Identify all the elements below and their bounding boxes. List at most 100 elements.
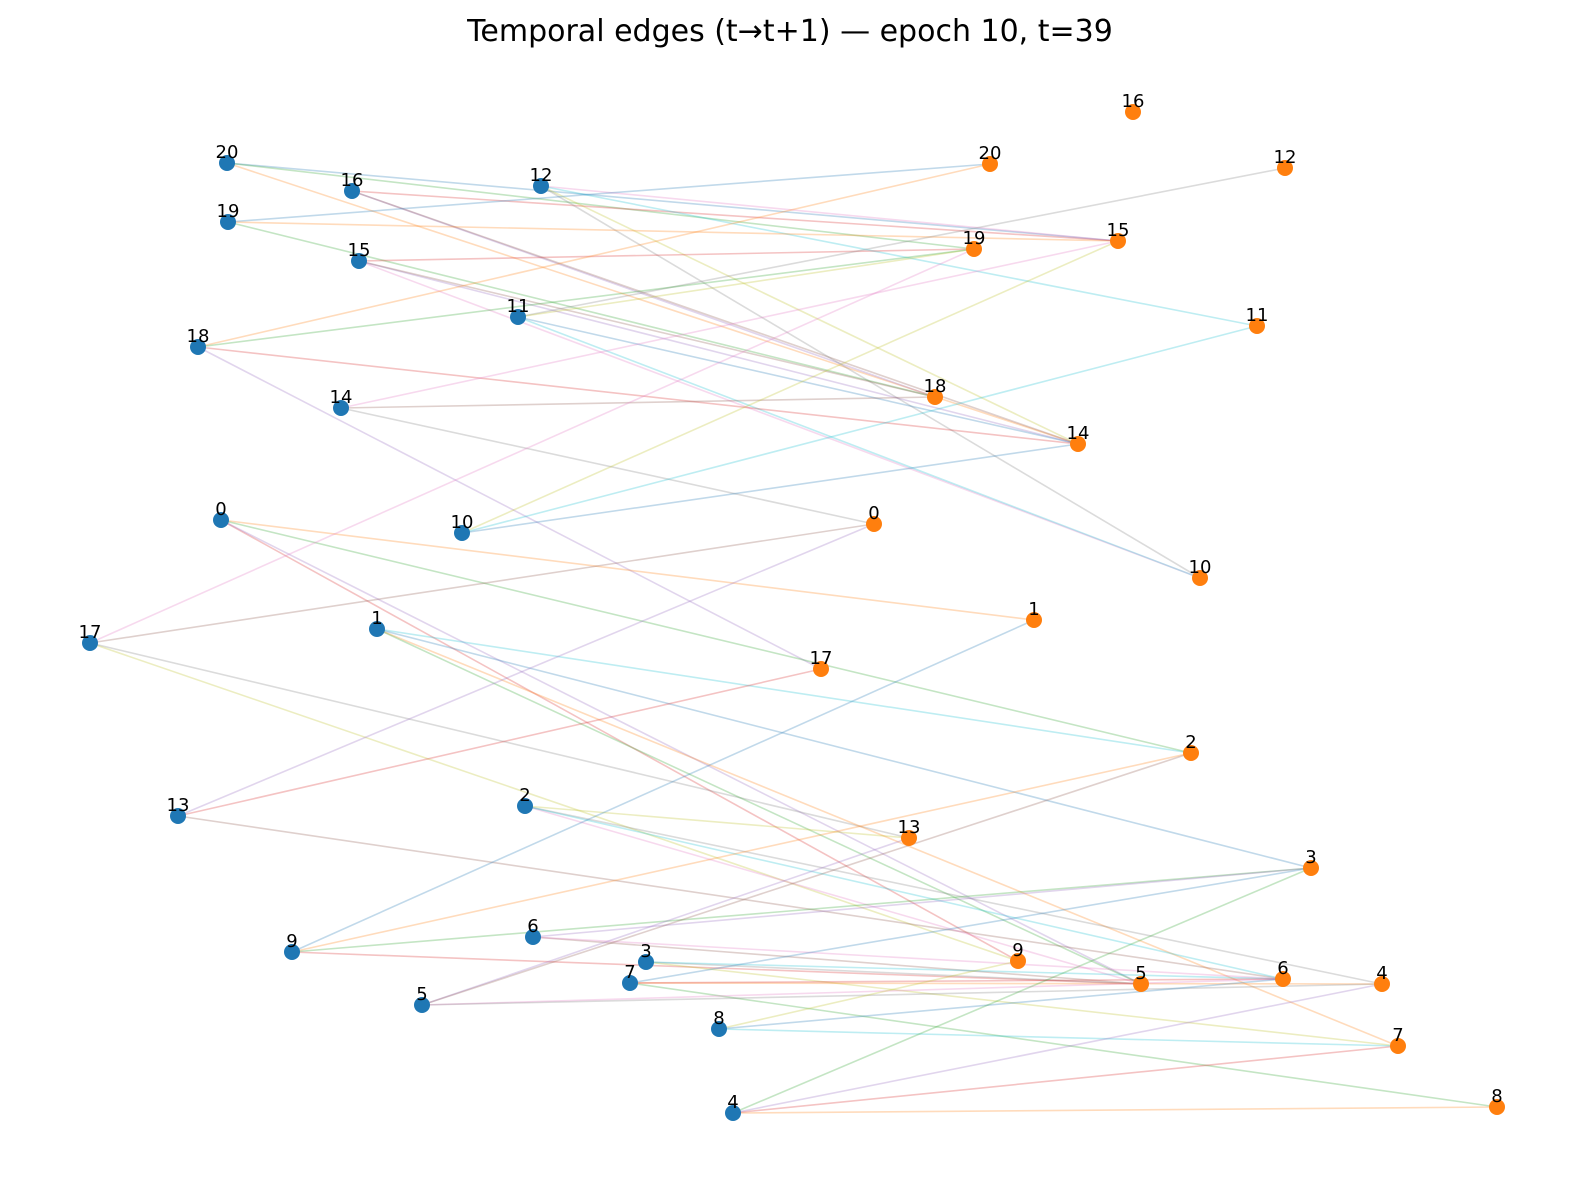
edge-11-to-12 xyxy=(517,167,1286,318)
edge-18-to-19 xyxy=(197,248,975,348)
source-node-label-6: 6 xyxy=(527,916,538,937)
source-node-15 xyxy=(351,253,367,269)
source-node-9 xyxy=(284,944,300,960)
source-node-label-14: 14 xyxy=(330,387,353,408)
edge-6-to-6 xyxy=(532,936,1284,980)
source-node-6 xyxy=(525,929,541,945)
edge-layer xyxy=(89,162,1498,1114)
edge-9-to-2 xyxy=(291,752,1192,953)
edge-10-to-11 xyxy=(461,325,1258,534)
target-node-16 xyxy=(1125,104,1141,120)
target-node-20 xyxy=(982,156,998,172)
target-node-label-9: 9 xyxy=(1012,940,1023,961)
source-node-label-1: 1 xyxy=(371,608,382,629)
edge-13-to-17 xyxy=(177,668,822,817)
edge-7-to-6 xyxy=(629,978,1284,984)
target-node-label-20: 20 xyxy=(979,143,1002,164)
source-node-1 xyxy=(369,621,385,637)
edge-11-to-19 xyxy=(517,248,975,318)
edge-14-to-18 xyxy=(340,396,936,409)
target-node-11 xyxy=(1249,318,1265,334)
target-node-label-14: 14 xyxy=(1067,423,1090,444)
edge-8-to-7 xyxy=(718,1028,1399,1047)
source-node-17 xyxy=(82,635,98,651)
edge-10-to-15 xyxy=(461,240,1119,534)
target-node-2 xyxy=(1183,745,1199,761)
edge-6-to-3 xyxy=(532,867,1312,938)
source-node-2 xyxy=(517,798,533,814)
edge-1-to-5 xyxy=(376,628,1142,985)
edge-0-to-2 xyxy=(220,519,1192,754)
edge-18-to-20 xyxy=(197,163,991,348)
source-node-label-18: 18 xyxy=(187,326,210,347)
target-node-label-19: 19 xyxy=(963,228,986,249)
edge-13-to-6 xyxy=(177,815,1284,980)
edge-15-to-19 xyxy=(358,248,975,262)
edge-14-to-0 xyxy=(340,407,875,525)
source-node-label-8: 8 xyxy=(713,1008,724,1029)
edge-5-to-4 xyxy=(421,983,1383,1006)
edge-16-to-14 xyxy=(351,190,1079,445)
source-node-8 xyxy=(711,1021,727,1037)
source-node-label-16: 16 xyxy=(341,170,364,191)
edge-8-to-9 xyxy=(718,960,1019,1030)
chart-title: Temporal edges (t→t+1) — epoch 10, t=39 xyxy=(467,14,1113,49)
target-node-label-6: 6 xyxy=(1277,958,1288,979)
source-node-label-11: 11 xyxy=(507,296,530,317)
target-node-12 xyxy=(1277,160,1293,176)
source-node-label-20: 20 xyxy=(216,142,239,163)
edge-0-to-9 xyxy=(220,519,1019,962)
edge-0-to-5 xyxy=(220,519,1142,985)
edge-20-to-19 xyxy=(226,162,975,250)
edge-7-to-8 xyxy=(629,982,1498,1108)
target-node-18 xyxy=(927,389,943,405)
source-node-7 xyxy=(622,975,638,991)
edge-9-to-3 xyxy=(291,867,1312,953)
target-node-label-13: 13 xyxy=(898,817,921,838)
edge-3-to-7 xyxy=(645,961,1399,1047)
edge-11-to-10 xyxy=(517,316,1201,579)
target-node-6 xyxy=(1275,971,1291,987)
edge-10-to-14 xyxy=(461,443,1079,534)
target-node-label-18: 18 xyxy=(924,376,947,397)
source-node-label-0: 0 xyxy=(215,499,226,520)
edge-4-to-3 xyxy=(732,867,1312,1114)
edge-14-to-15 xyxy=(340,240,1119,409)
target-node-label-0: 0 xyxy=(868,503,879,524)
source-node-label-4: 4 xyxy=(727,1092,738,1113)
source-node-12 xyxy=(533,178,549,194)
source-node-19 xyxy=(220,214,236,230)
edge-20-to-15 xyxy=(226,162,1119,242)
target-node-label-11: 11 xyxy=(1246,305,1269,326)
target-node-8 xyxy=(1489,1099,1505,1115)
edge-12-to-15 xyxy=(540,185,1119,242)
edge-7-to-4 xyxy=(629,982,1383,985)
target-node-7 xyxy=(1390,1038,1406,1054)
target-node-label-3: 3 xyxy=(1305,847,1316,868)
target-node-17 xyxy=(813,661,829,677)
source-node-label-17: 17 xyxy=(79,622,102,643)
edge-9-to-1 xyxy=(291,619,1035,953)
edge-0-to-1 xyxy=(220,519,1035,621)
source-node-label-5: 5 xyxy=(416,984,427,1005)
edge-5-to-13 xyxy=(421,837,910,1006)
target-node-4 xyxy=(1374,976,1390,992)
edge-4-to-4 xyxy=(732,983,1383,1114)
source-node-label-3: 3 xyxy=(640,941,651,962)
source-node-label-19: 19 xyxy=(217,201,240,222)
target-node-label-10: 10 xyxy=(1189,557,1212,578)
target-node-10 xyxy=(1192,570,1208,586)
source-node-13 xyxy=(170,808,186,824)
edge-9-to-5 xyxy=(291,951,1142,985)
target-node-label-17: 17 xyxy=(810,648,833,669)
target-node-label-4: 4 xyxy=(1376,963,1387,984)
edge-8-to-6 xyxy=(718,978,1284,1030)
edge-17-to-0 xyxy=(89,523,875,644)
edge-12-to-14 xyxy=(540,185,1079,445)
source-node-label-9: 9 xyxy=(286,931,297,952)
target-node-3 xyxy=(1303,860,1319,876)
edge-15-to-10 xyxy=(358,260,1201,579)
edge-11-to-14 xyxy=(517,316,1079,445)
target-node-label-12: 12 xyxy=(1274,147,1297,168)
edge-2-to-5 xyxy=(524,805,1142,985)
